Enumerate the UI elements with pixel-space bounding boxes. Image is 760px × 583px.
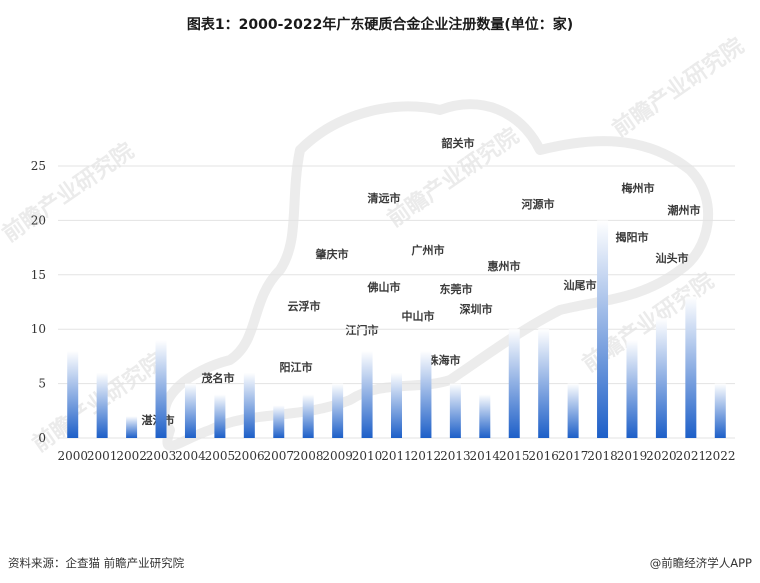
x-tick-label: 2002 [116,449,147,463]
bar [714,383,726,438]
x-tick-label: 2014 [470,449,501,463]
bar [391,372,402,438]
x-tick-label: 2008 [293,449,324,463]
map-city-label: 中山市 [402,309,435,323]
y-tick-labels: 0 5 10 15 20 25 [31,159,46,445]
x-tick-label: 2003 [146,449,177,463]
x-tick-label: 2021 [676,449,707,463]
x-tick-label: 2000 [57,449,88,463]
bar [155,340,167,438]
bar [96,372,108,438]
bar [361,350,373,438]
map-city-label: 云浮市 [288,299,321,313]
x-tick-label: 2010 [352,449,383,463]
x-tick-label: 2016 [528,449,559,463]
map-city-label: 肇庆市 [315,247,349,261]
map-city-label: 清远市 [368,191,401,205]
x-tick-labels: 2000200120022003200420052006200720082009… [57,449,735,463]
x-tick-label: 2018 [587,449,618,463]
map-city-label: 广州市 [412,243,445,257]
x-tick-label: 2001 [87,449,118,463]
x-tick-label: 2011 [381,449,412,463]
y-tick-label: 25 [31,159,46,173]
footer: 资料来源：企查猫 前瞻产业研究院 @前瞻经济学人APP [0,555,760,575]
x-tick-label: 2019 [617,449,648,463]
bar [67,350,79,438]
x-tick-label: 2022 [705,449,736,463]
bar [126,416,138,438]
map-city-label: 梅州市 [622,181,655,195]
map-city-label: 佛山市 [367,280,401,294]
bar [184,383,196,438]
bar [567,383,579,438]
map-city-label: 潮州市 [668,203,701,217]
y-tick-label: 0 [38,431,46,445]
bar [479,394,491,438]
bar [655,318,667,438]
bar [626,340,638,438]
map-city-label: 珠海市 [428,353,461,367]
guangdong-map-outline [159,99,714,451]
map-city-label: 汕尾市 [564,278,597,292]
x-tick-label: 2020 [646,449,677,463]
y-tick-label: 10 [31,322,46,336]
bar [597,220,609,438]
x-tick-label: 2013 [440,449,471,463]
map-city-label: 惠州市 [488,259,521,273]
y-tick-label: 5 [38,377,46,391]
y-tick-label: 15 [31,268,46,282]
bar [685,296,697,438]
x-tick-label: 2012 [411,449,442,463]
map-city-label: 河源市 [522,197,555,211]
bar [508,329,520,438]
map-city-label: 阳江市 [280,360,313,374]
bar [214,394,226,438]
x-tick-label: 2004 [175,449,206,463]
map-city-label: 东莞市 [440,282,473,296]
source-note: 资料来源：企查猫 前瞻产业研究院 [8,556,185,570]
bar [538,329,550,438]
map-city-label: 汕头市 [656,251,689,265]
map-city-label: 揭阳市 [616,230,649,244]
map-city-label: 深圳市 [460,302,493,316]
bar [332,383,344,438]
brand-credit: @前瞻经济学人APP [649,556,752,570]
y-tick-label: 20 [31,213,46,227]
map-city-label: 茂名市 [202,371,235,385]
x-tick-label: 2007 [263,449,294,463]
bar [420,350,432,438]
bar [273,405,285,438]
chart-title: 图表1：2000-2022年广东硬质合金企业注册数量(单位：家) [186,17,574,33]
x-tick-label: 2006 [234,449,265,463]
x-tick-label: 2005 [205,449,236,463]
x-tick-label: 2015 [499,449,530,463]
map-city-label: 江门市 [346,323,379,337]
x-tick-label: 2009 [322,449,353,463]
map-city-label: 韶关市 [442,136,475,150]
bar [243,372,255,438]
bars [67,220,726,438]
bar [449,383,461,438]
x-tick-label: 2017 [558,449,589,463]
bar [302,394,314,438]
